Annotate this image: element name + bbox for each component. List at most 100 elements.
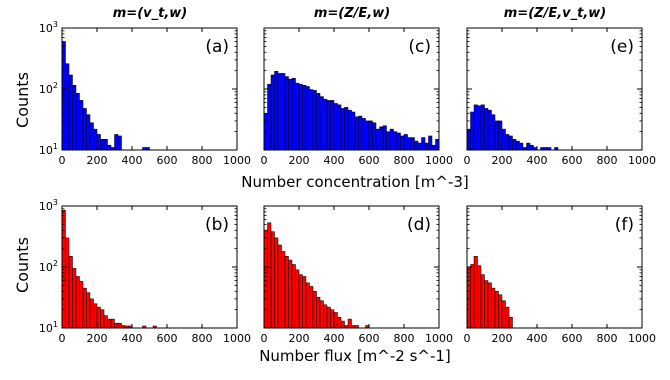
- panel-c: 0 200 400 600 800 1000 (c): [261, 27, 453, 167]
- bar-d-22: [340, 320, 345, 329]
- bar-b-7: [86, 292, 91, 329]
- bar-f-11: [505, 306, 510, 329]
- bar-c-41: [407, 137, 412, 151]
- xtick-label-e-0: 0: [464, 154, 471, 167]
- bar-c-5: [281, 73, 286, 151]
- bar-a-4: [75, 93, 80, 151]
- bar-d-17: [323, 304, 328, 329]
- bar-b-16: [117, 322, 122, 329]
- bar-d-7: [288, 259, 293, 329]
- panel-label-c: (c): [408, 37, 431, 57]
- bar-a-16: [117, 135, 122, 151]
- xtick-label-a-3: 600: [157, 154, 178, 167]
- bar-a-9: [93, 128, 98, 151]
- xtick-label-f-5: 1000: [628, 332, 656, 345]
- bar-e-10: [501, 128, 506, 151]
- xtick-label-d-3: 600: [359, 332, 380, 345]
- bar-a-6: [82, 108, 87, 151]
- xlabel-top: Number concentration [m^-3]: [241, 173, 469, 191]
- xtick-label-d-0: 0: [261, 332, 268, 345]
- bar-c-8: [291, 78, 296, 151]
- panel-label-f: (f): [615, 215, 634, 235]
- bar-c-39: [400, 135, 405, 151]
- bar-b-14: [110, 318, 115, 329]
- bar-c-29: [365, 120, 370, 151]
- bar-d-3: [274, 237, 279, 329]
- xtick-label-a-1: 200: [87, 154, 108, 167]
- bar-c-49: [435, 139, 440, 151]
- xtick-label-e-1: 200: [492, 154, 513, 167]
- bar-c-19: [330, 100, 335, 151]
- bar-c-42: [410, 137, 415, 151]
- bar-f-9: [498, 294, 503, 329]
- bar-b-9: [93, 303, 98, 329]
- ytick-label-a-2: 102: [39, 81, 58, 96]
- bar-b-4: [75, 276, 80, 329]
- bar-c-43: [414, 140, 419, 151]
- bar-c-35: [386, 131, 391, 151]
- bar-c-11: [302, 85, 307, 151]
- xtick-label-d-1: 200: [289, 332, 310, 345]
- xtick-label-c-1: 200: [289, 154, 310, 167]
- panel-label-e: (e): [610, 37, 634, 57]
- ylabel-bottom: Counts: [13, 237, 32, 293]
- xtick-label-a-4: 800: [192, 154, 213, 167]
- xtick-label-c-5: 1000: [425, 154, 453, 167]
- bar-d-14: [312, 291, 317, 329]
- bar-c-25: [351, 111, 356, 151]
- bar-c-40: [403, 134, 408, 151]
- bar-f-2: [473, 256, 478, 329]
- bar-c-3: [274, 71, 279, 151]
- bar-c-32: [375, 128, 380, 151]
- bar-a-5: [79, 100, 84, 151]
- bar-c-36: [389, 128, 394, 151]
- bar-c-30: [368, 120, 373, 151]
- bar-c-48: [431, 144, 436, 151]
- bar-c-45: [421, 137, 426, 151]
- bar-c-7: [288, 78, 293, 151]
- xtick-label-c-2: 400: [324, 154, 345, 167]
- xtick-label-b-2: 400: [122, 332, 143, 345]
- bar-b-12: [103, 315, 108, 329]
- xtick-label-a-5: 1000: [223, 154, 251, 167]
- title-c: m=(Z/E,w): [314, 6, 390, 21]
- ytick-label-a-1: 101: [39, 142, 58, 157]
- bar-d-5: [281, 251, 286, 329]
- xtick-label-f-3: 600: [562, 332, 583, 345]
- bar-c-31: [372, 122, 377, 151]
- panel-label-b: (b): [205, 215, 229, 235]
- bar-c-10: [298, 83, 303, 151]
- bar-c-23: [344, 107, 349, 151]
- bar-e-9: [498, 120, 503, 151]
- xtick-label-b-0: 0: [59, 332, 66, 345]
- ytick-label-b-1: 101: [39, 320, 58, 335]
- bar-a-13: [107, 144, 112, 151]
- bar-a-7: [86, 114, 91, 151]
- panel-b: 0 200 400 600 800 1000 101 102 103 (b): [39, 198, 251, 345]
- panel-a: 0 200 400 600 800 1000 101 102 103 (a): [39, 20, 251, 167]
- bar-c-15: [316, 93, 321, 151]
- bar-d-15: [316, 296, 321, 329]
- bar-d-6: [284, 256, 289, 329]
- bar-e-3: [477, 105, 482, 151]
- title-a: m=(v_t,w): [113, 6, 187, 21]
- bar-a-1: [65, 63, 70, 151]
- panel-d: 0 200 400 600 800 1000 (d): [261, 205, 453, 345]
- bar-d-19: [330, 309, 335, 329]
- bar-a-8: [89, 122, 94, 151]
- xtick-label-f-4: 800: [597, 332, 618, 345]
- xtick-label-c-4: 800: [394, 154, 415, 167]
- bar-f-7: [491, 287, 496, 329]
- bar-c-12: [305, 86, 310, 151]
- bar-a-12: [103, 139, 108, 151]
- bar-c-38: [396, 132, 401, 151]
- bar-e-14: [515, 140, 520, 151]
- bar-e-15: [519, 142, 524, 151]
- bar-e-8: [494, 120, 499, 151]
- xtick-label-d-5: 1000: [425, 332, 453, 345]
- bar-d-21: [337, 317, 342, 329]
- bar-f-8: [494, 291, 499, 329]
- bar-e-18: [529, 144, 534, 151]
- bar-c-20: [333, 103, 338, 151]
